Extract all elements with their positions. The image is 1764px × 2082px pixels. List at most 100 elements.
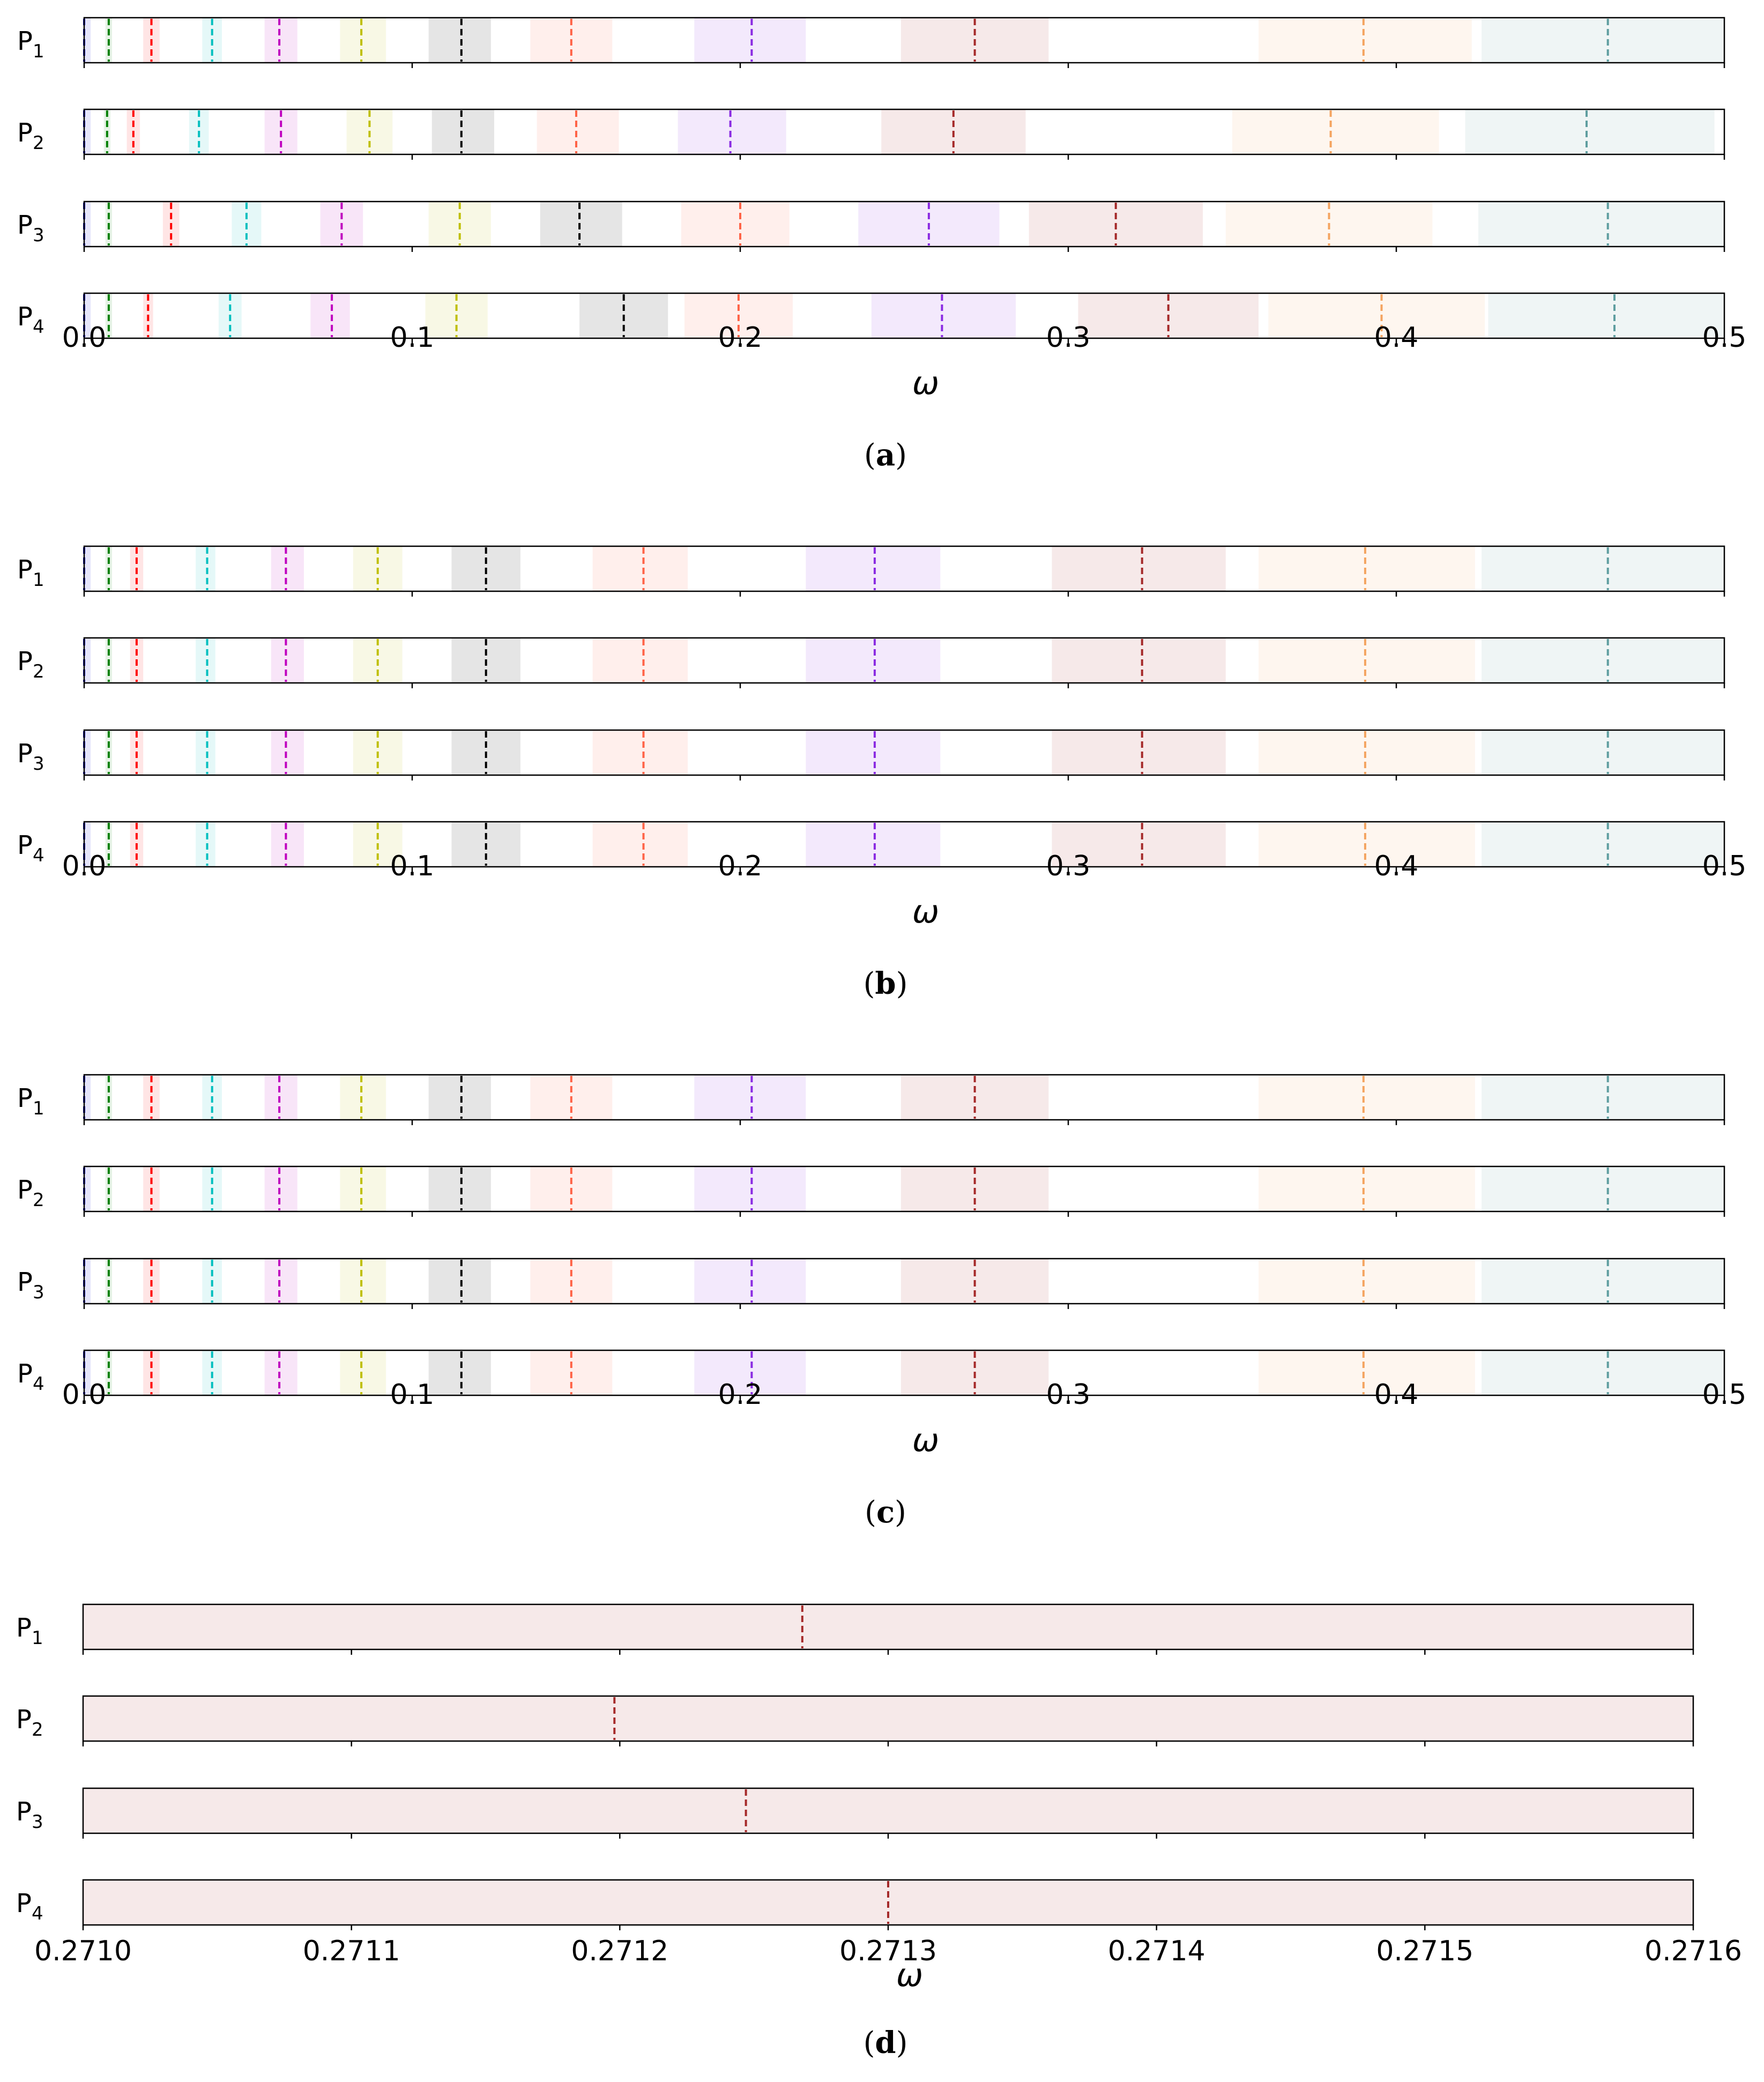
x-tick-label: 0.2714 <box>1108 1935 1205 1967</box>
band-region <box>694 18 806 63</box>
row-label: P2 <box>17 1175 44 1211</box>
row-label: P1 <box>16 1613 43 1649</box>
band-region <box>84 109 91 154</box>
x-axis-label: ω <box>912 1422 939 1459</box>
band-region <box>264 1259 297 1304</box>
band-region <box>1482 822 1724 867</box>
band-region <box>1482 638 1724 683</box>
band-region <box>431 109 494 154</box>
band-region <box>428 1350 491 1395</box>
band-region <box>678 109 786 154</box>
row-label: P4 <box>17 302 44 338</box>
band-region <box>83 1696 1693 1741</box>
panel-caption: (b) <box>864 966 908 1001</box>
row-frame <box>83 1165 1725 1213</box>
band-region <box>84 1259 91 1304</box>
row-label: P4 <box>17 1359 44 1395</box>
row-label-subscript: 2 <box>33 661 44 682</box>
band-region <box>592 638 688 683</box>
row-label-subscript: 3 <box>32 1811 43 1833</box>
x-tick-label: 0.4 <box>1374 322 1419 354</box>
x-tick-label: 0.3 <box>1046 850 1091 882</box>
row-frame <box>83 108 1725 155</box>
band-row-p4: P4 <box>17 1349 1725 1401</box>
x-tick-label: 0.0 <box>62 1379 107 1411</box>
row-label: P4 <box>17 830 44 866</box>
x-tick-label: 0.2712 <box>571 1935 668 1967</box>
band-region <box>1232 109 1439 154</box>
band-region <box>428 1259 491 1304</box>
band-region <box>1259 18 1472 63</box>
band-region <box>428 18 491 63</box>
row-label-subscript: 4 <box>33 316 44 338</box>
row-frame <box>83 821 1725 868</box>
band-region <box>1482 1166 1724 1211</box>
band-region <box>271 822 304 867</box>
band-row-p1: P1 <box>17 1074 1725 1125</box>
band-region <box>83 1604 1693 1649</box>
x-axis-label: ω <box>896 1957 923 1994</box>
x-tick-label: 0.2710 <box>34 1935 132 1967</box>
row-frame <box>83 1258 1725 1305</box>
row-label: P3 <box>17 210 44 246</box>
x-tick-label: 0.2713 <box>839 1935 937 1967</box>
x-tick-label: 0.2 <box>718 322 763 354</box>
row-label: P2 <box>17 646 44 682</box>
band-region <box>196 730 215 775</box>
band-region <box>1052 730 1226 775</box>
row-label: P1 <box>17 26 44 62</box>
band-region <box>1259 1350 1475 1395</box>
panel-caption: (c) <box>865 1494 906 1530</box>
band-row-p2: P2 <box>17 637 1725 688</box>
band-region <box>271 546 304 591</box>
x-axis-label: ω <box>912 893 939 931</box>
band-region <box>694 1350 806 1395</box>
band-region <box>428 1166 491 1211</box>
band-region <box>694 1075 806 1120</box>
row-label: P2 <box>17 118 44 154</box>
x-tick-label: 0.4 <box>1374 850 1419 882</box>
band-region <box>1482 1350 1724 1395</box>
band-row-p3: P3 <box>17 1258 1725 1309</box>
row-label: P4 <box>16 1888 43 1924</box>
row-frame <box>83 545 1725 592</box>
row-label: P1 <box>17 1083 44 1119</box>
row-label: P2 <box>16 1705 43 1741</box>
row-frame <box>83 1074 1725 1121</box>
x-tick-label: 0.1 <box>390 1379 435 1411</box>
band-region <box>196 546 215 591</box>
band-region <box>264 1166 297 1211</box>
band-region <box>84 730 91 775</box>
row-label-subscript: 3 <box>33 225 44 246</box>
x-tick-label: 0.2716 <box>1644 1935 1742 1967</box>
band-region <box>83 1788 1693 1833</box>
band-region <box>271 730 304 775</box>
band-region <box>806 546 941 591</box>
band-region <box>1478 202 1724 247</box>
band-region <box>1259 1075 1475 1120</box>
panel-a: P1 P2 P3 P4 0.0 0.1 0.2 0.3 0.4 0.5 ω(a) <box>17 17 1746 473</box>
band-region <box>428 1075 491 1120</box>
band-region <box>871 293 1016 338</box>
row-frame <box>83 292 1725 339</box>
panel-caption: (a) <box>864 437 907 473</box>
x-tick-label: 0.5 <box>1702 850 1747 882</box>
band-row-p3: P3 <box>16 1787 1694 1839</box>
row-label-subscript: 3 <box>33 753 44 775</box>
band-region <box>310 293 350 338</box>
band-region <box>1259 546 1475 591</box>
band-region <box>694 1166 806 1211</box>
band-region <box>84 293 91 338</box>
row-frame <box>83 1349 1725 1396</box>
band-region <box>1488 293 1724 338</box>
band-region <box>1482 1075 1724 1120</box>
row-label: P3 <box>17 739 44 775</box>
band-row-p1: P1 <box>17 545 1725 597</box>
x-tick-label: 0.2 <box>718 850 763 882</box>
row-label: P1 <box>17 555 44 591</box>
band-region <box>806 822 941 867</box>
x-tick-label: 0.4 <box>1374 1379 1419 1411</box>
band-region <box>1259 822 1475 867</box>
band-region <box>264 18 297 63</box>
